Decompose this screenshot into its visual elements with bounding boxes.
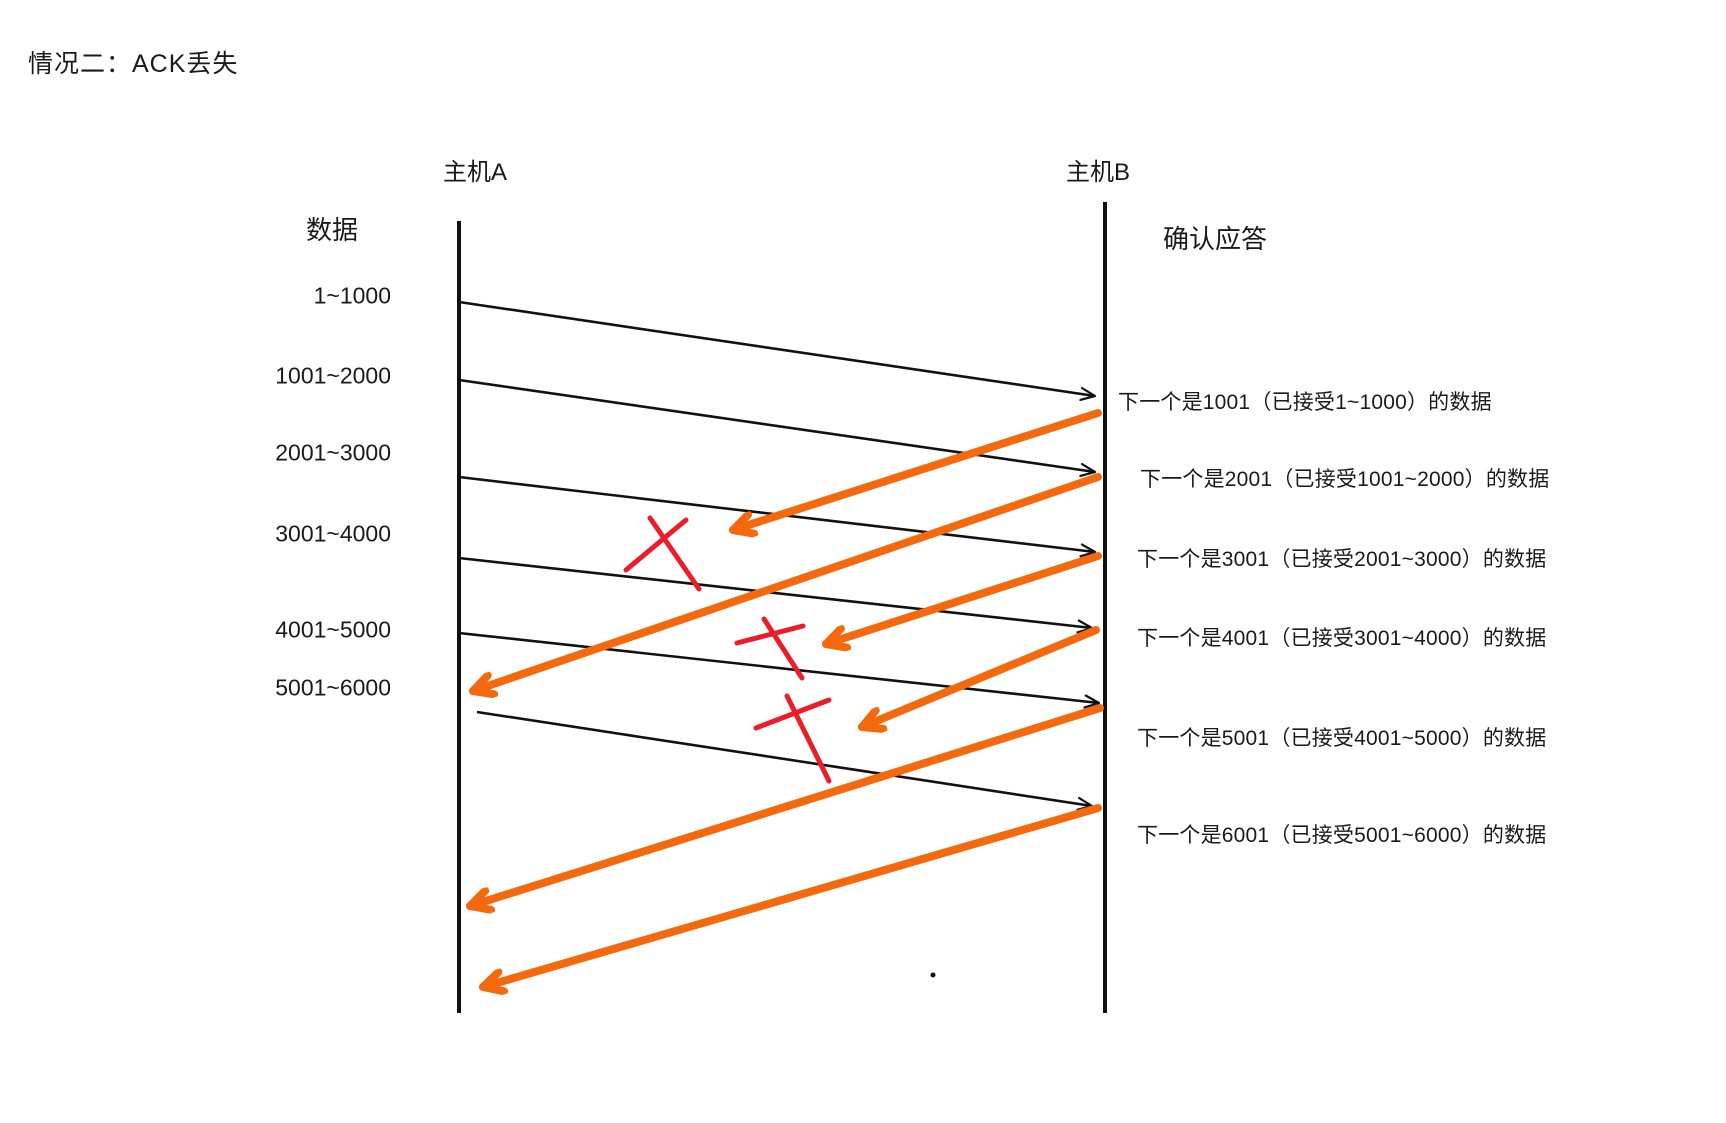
loss-x-mark-3-stroke-2 bbox=[784, 693, 832, 784]
ack-arrow-6 bbox=[479, 804, 1102, 987]
ack-response-label-2: 下一个是2001（已接受1001~2000）的数据 bbox=[1140, 468, 1550, 491]
loss-x-mark-3-stroke-1 bbox=[753, 697, 832, 731]
segment-label-6: 5001~6000 bbox=[275, 674, 391, 701]
ink-dot bbox=[930, 972, 936, 978]
ack-response-label-6: 下一个是6001（已接受5001~6000）的数据 bbox=[1137, 824, 1547, 847]
ack-response-label-3: 下一个是3001（已接受2001~3000）的数据 bbox=[1137, 548, 1547, 571]
segment-label-5: 4001~5000 bbox=[275, 616, 391, 643]
ack-arrow-1-lost bbox=[729, 409, 1102, 530]
data-arrow-2 bbox=[458, 378, 1095, 472]
data-arrow-6 bbox=[476, 710, 1092, 806]
ack-response-label-4: 下一个是4001（已接受3001~4000）的数据 bbox=[1137, 627, 1547, 650]
loss-x-mark-2-stroke-2 bbox=[761, 616, 805, 681]
segment-label-4: 3001~4000 bbox=[275, 520, 391, 547]
host-b-label: 主机B bbox=[1065, 159, 1131, 186]
ack-arrow-2 bbox=[469, 473, 1102, 691]
ack-response-label-1: 下一个是1001（已接受1~1000）的数据 bbox=[1118, 391, 1492, 414]
page-title: 情况二：ACK丢失 bbox=[28, 50, 239, 78]
data-arrow-4 bbox=[458, 556, 1092, 628]
segment-label-3: 2001~3000 bbox=[275, 439, 391, 466]
loss-x-mark-1-stroke-2 bbox=[623, 517, 689, 573]
data-arrow-5 bbox=[458, 631, 1099, 703]
ack-column-label: 确认应答 bbox=[1163, 224, 1268, 254]
segment-label-2: 1001~2000 bbox=[275, 362, 391, 389]
ack-response-label-5: 下一个是5001（已接受4001~5000）的数据 bbox=[1137, 727, 1547, 750]
ack-arrow-5 bbox=[466, 704, 1104, 906]
loss-x-mark-2-stroke-1 bbox=[734, 623, 806, 646]
data-arrow-1 bbox=[458, 300, 1095, 396]
ack-arrow-4-lost bbox=[858, 626, 1100, 727]
data-column-label: 数据 bbox=[305, 215, 359, 245]
ack-arrow-3-lost bbox=[822, 552, 1102, 644]
loss-x-mark-1-stroke-1 bbox=[647, 515, 702, 592]
host-a-label: 主机A bbox=[442, 159, 508, 186]
segment-label-1: 1~1000 bbox=[313, 282, 391, 309]
